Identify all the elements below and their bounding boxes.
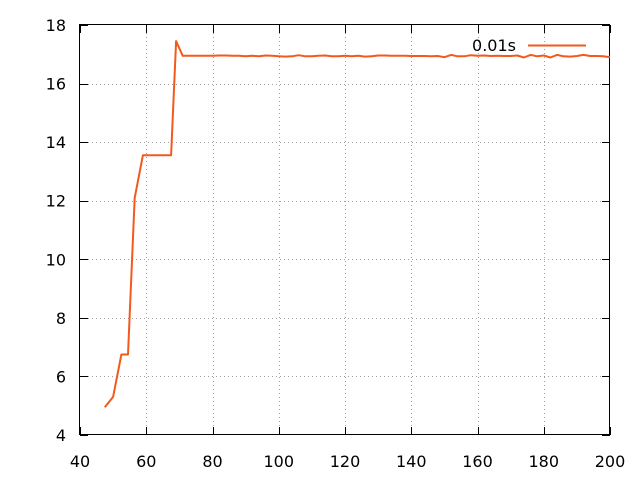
x-tick-label: 180 (528, 452, 559, 471)
y-tick-labels: 4 6 8 10 12 14 16 18 (46, 16, 66, 445)
axis-ticks (80, 25, 611, 436)
x-tick-label: 140 (396, 452, 427, 471)
y-tick-label: 16 (46, 75, 66, 94)
x-tick-label: 80 (202, 452, 222, 471)
grid (80, 25, 610, 435)
y-tick-label: 10 (46, 250, 66, 269)
y-tick-label: 14 (46, 133, 66, 152)
series-line-0 (104, 40, 611, 408)
x-tick-label: 60 (136, 452, 156, 471)
x-tick-label: 200 (595, 452, 626, 471)
x-tick-labels: 40 60 80 100 120 140 160 180 200 (70, 452, 625, 471)
y-tick-label: 4 (56, 426, 66, 445)
y-tick-label: 12 (46, 192, 66, 211)
series-layer (104, 40, 611, 408)
y-tick-label: 18 (46, 16, 66, 35)
legend-label-0: 0.01s (472, 36, 516, 55)
legend: 0.01s (472, 36, 586, 55)
x-tick-label: 160 (462, 452, 493, 471)
x-tick-label: 40 (70, 452, 90, 471)
x-tick-label: 100 (263, 452, 294, 471)
y-tick-label: 8 (56, 309, 66, 328)
y-tick-label: 6 (56, 367, 66, 386)
x-tick-label: 120 (330, 452, 361, 471)
plot-frame (79, 24, 610, 435)
